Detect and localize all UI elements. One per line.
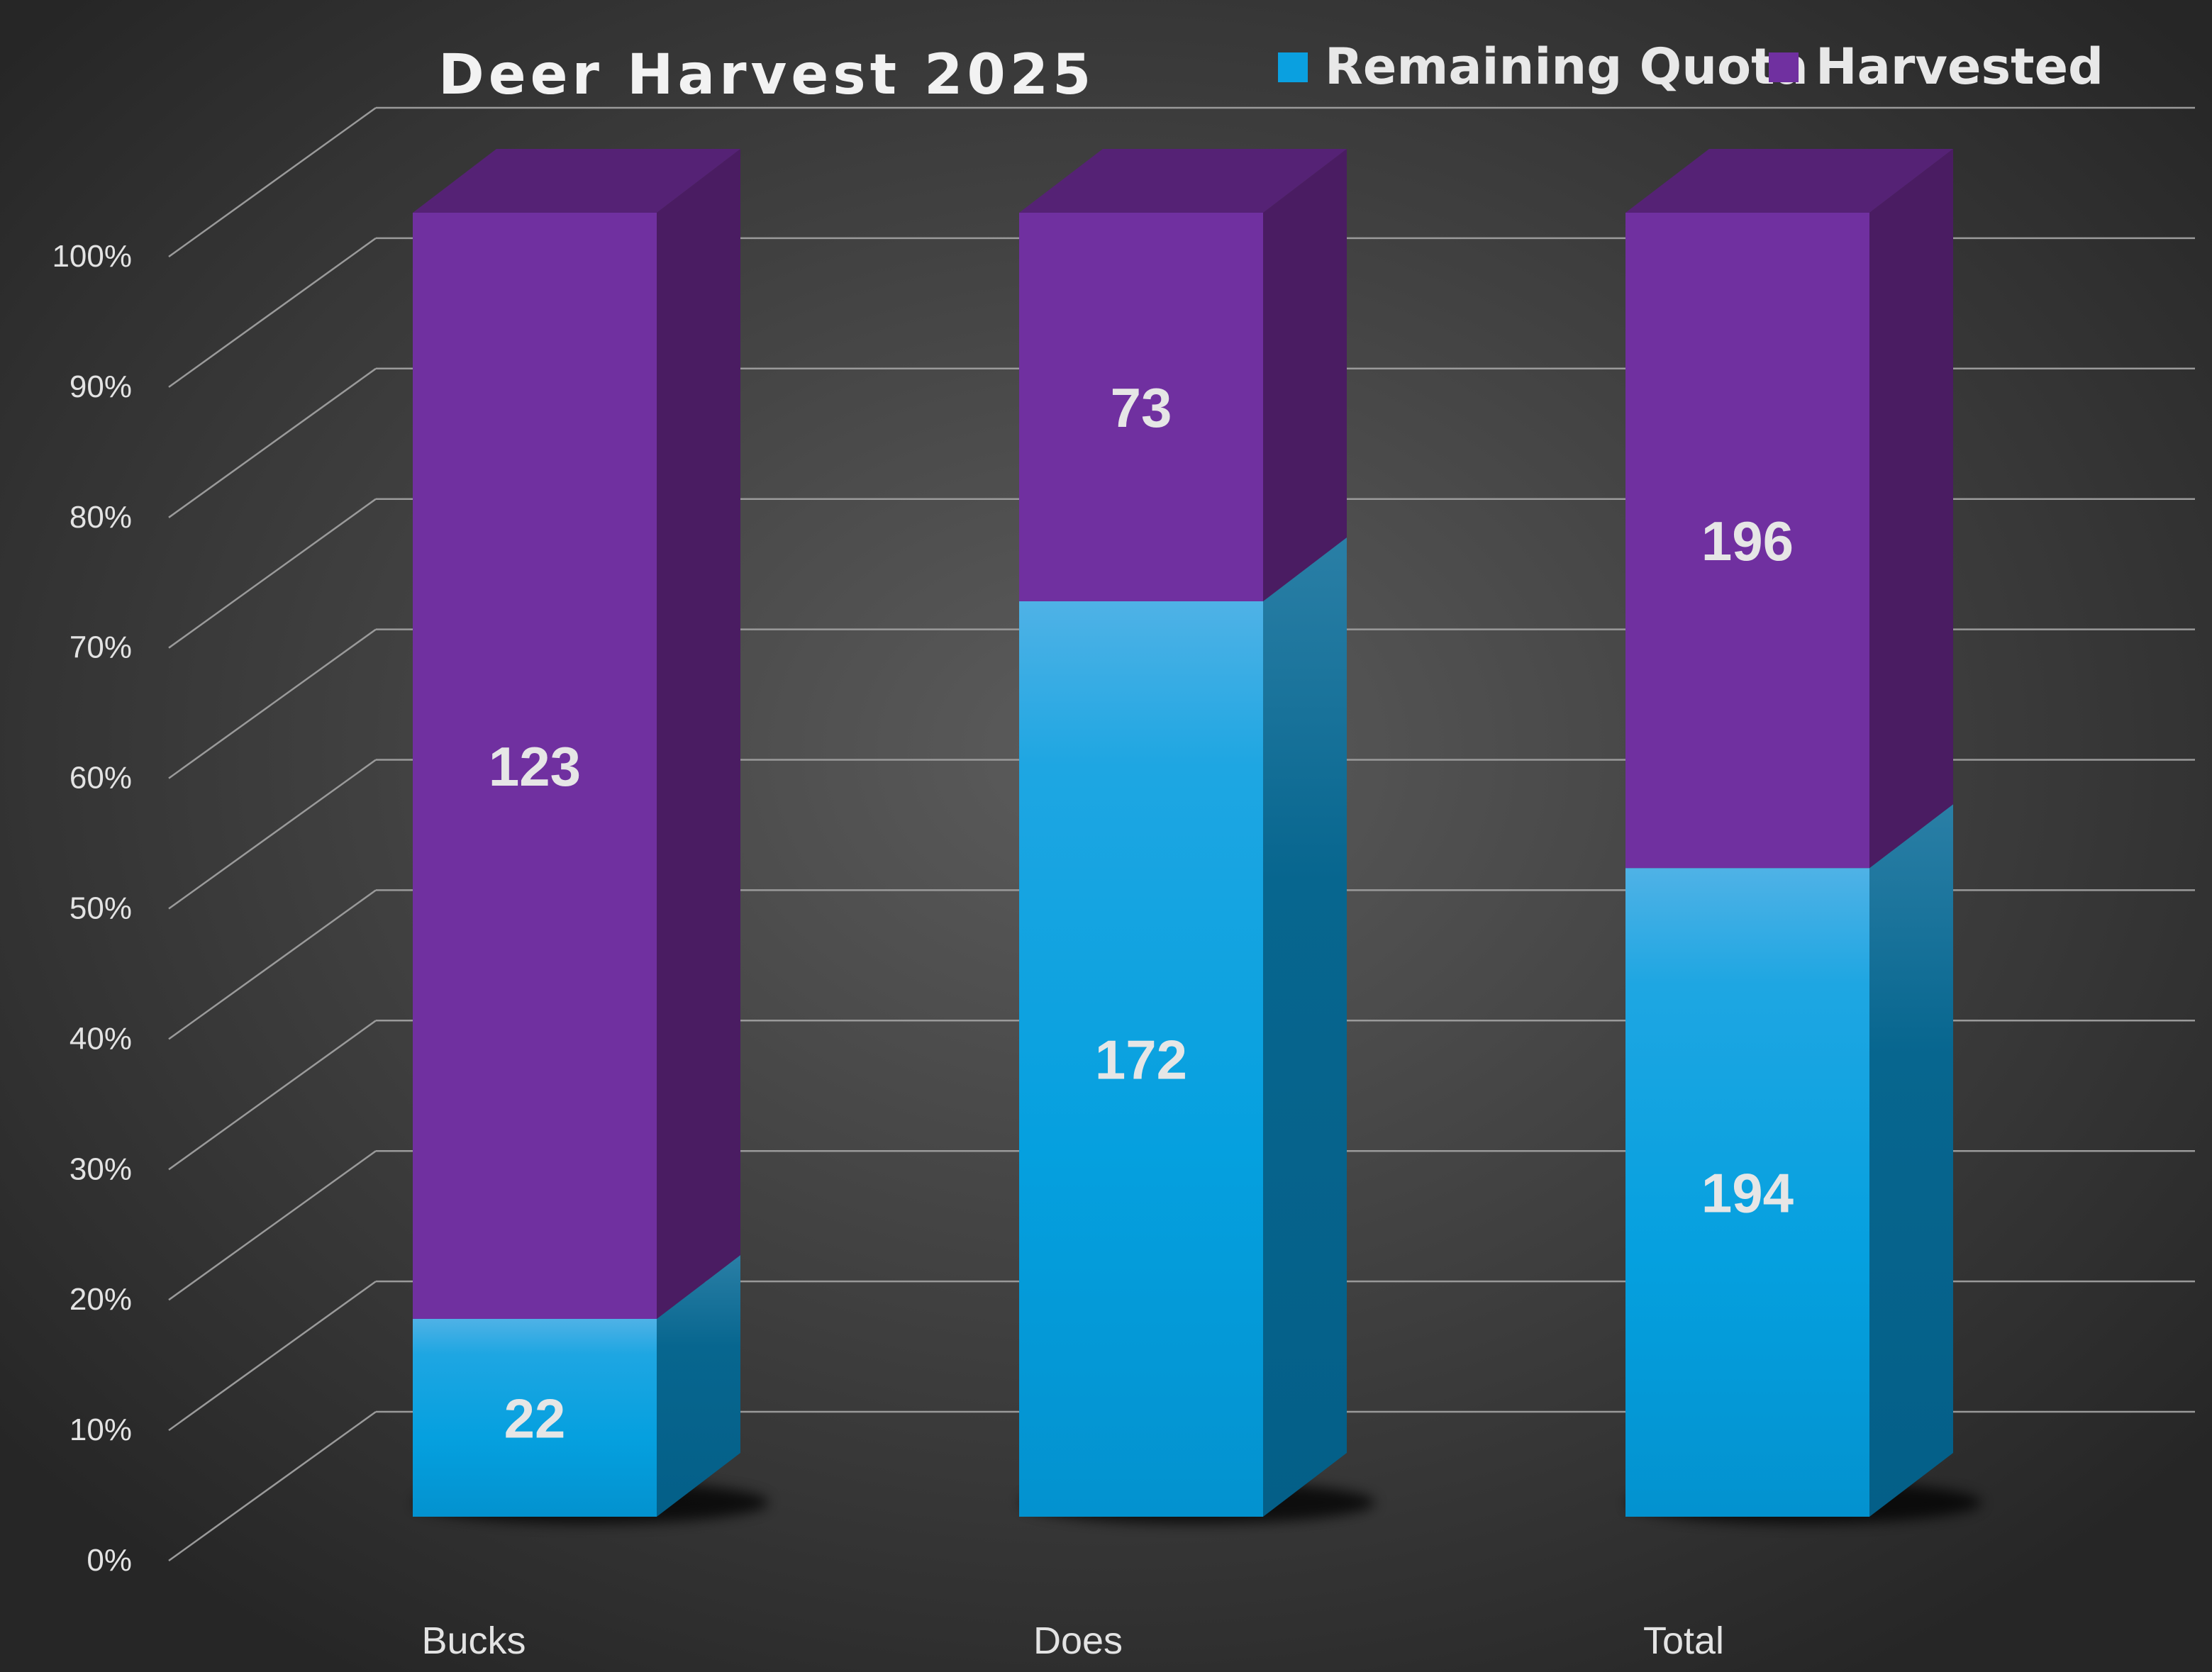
gridline-depth [168, 498, 377, 649]
gridline-depth [168, 1281, 377, 1432]
bar-front-face [1625, 213, 1869, 869]
gridline-depth [168, 106, 377, 258]
y-tick-label: 100% [52, 239, 132, 274]
gridline-depth [168, 1020, 377, 1171]
category-label: Bucks [421, 1620, 526, 1662]
bar-segment-harvested[interactable] [1019, 149, 1347, 601]
bar-top-face [1625, 149, 1953, 213]
bar-side-face [1869, 149, 1953, 869]
data-label: 172 [1095, 1028, 1187, 1091]
bar-segment-harvested[interactable] [1625, 149, 1953, 869]
category-label: Total [1643, 1620, 1724, 1662]
y-tick-label: 60% [70, 761, 132, 796]
gridline-depth [168, 889, 377, 1040]
category-label: Does [1033, 1620, 1123, 1662]
gridline-depth [168, 1150, 377, 1301]
bar-segment-remaining-quota[interactable] [413, 1254, 740, 1517]
y-tick-label: 40% [70, 1021, 132, 1056]
y-tick-label: 90% [70, 369, 132, 404]
y-tick-label: 0% [87, 1543, 132, 1578]
y-tick-label: 20% [70, 1282, 132, 1317]
legend-label-harvested: Harvested [1816, 38, 2103, 96]
bar-side-face [657, 149, 740, 1319]
bar-side-face [1869, 804, 1953, 1517]
y-tick-label: 30% [70, 1152, 132, 1186]
bar-segment-remaining-quota[interactable] [1019, 537, 1347, 1517]
gridline-depth [168, 759, 377, 910]
bar-side-face [1263, 149, 1347, 601]
y-tick-label: 70% [70, 630, 132, 665]
y-tick-label: 10% [70, 1412, 132, 1447]
y-tick-label: 50% [70, 891, 132, 926]
chart-title: Deer Harvest 2025 [438, 43, 1095, 107]
bar-segment-harvested[interactable] [413, 149, 740, 1319]
gridline-depth [168, 1410, 377, 1562]
legend-swatch-harvested [1769, 52, 1799, 82]
y-axis-tick-labels: 0% 10% 20% 30% 40% 50% 60% 70% 80% 90% 100% [52, 239, 132, 1578]
bar-top-face [413, 149, 740, 213]
x-axis-category-labels: Bucks Does Total [421, 1620, 1724, 1662]
legend[interactable]: Remaining Quota Harvested [1278, 38, 2103, 96]
bar-top-face [1019, 149, 1347, 213]
bar-front-face [1019, 601, 1263, 1517]
data-label: 194 [1701, 1162, 1794, 1225]
bar-front-face [1625, 868, 1869, 1517]
y-tick-label: 80% [70, 500, 132, 535]
bars [413, 149, 1953, 1517]
gridline-depth [168, 628, 377, 779]
bar-segment-remaining-quota[interactable] [1625, 804, 1953, 1517]
gridline-depth [168, 237, 377, 388]
bar-side-face [657, 1254, 740, 1517]
data-labels: 22 123 172 73 194 196 [489, 377, 1794, 1450]
data-label: 73 [1111, 377, 1172, 439]
legend-swatch-remaining-quota [1278, 52, 1308, 82]
legend-label-remaining-quota: Remaining Quota [1325, 38, 1808, 96]
data-label: 196 [1701, 510, 1794, 572]
data-label: 22 [504, 1387, 566, 1449]
bar-front-face [413, 1318, 657, 1517]
bar-front-face [413, 213, 657, 1319]
bar-front-face [1019, 213, 1263, 601]
data-label: 123 [489, 735, 581, 798]
bar-side-face [1263, 537, 1347, 1517]
gridline-depth [168, 367, 377, 518]
